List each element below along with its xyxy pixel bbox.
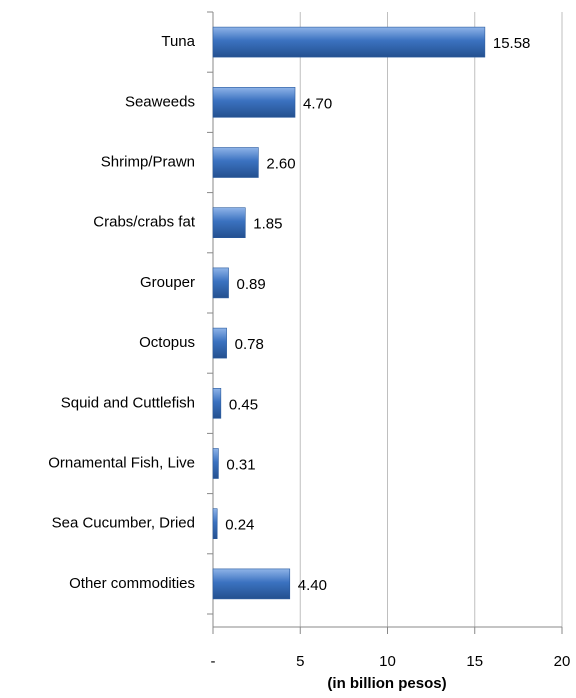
- data-label: 0.89: [237, 276, 266, 293]
- data-label: 0.45: [229, 396, 258, 413]
- data-label: 4.70: [303, 95, 332, 112]
- y-tick-label: Crabs/crabs fat: [93, 214, 196, 231]
- data-label: 2.60: [266, 155, 295, 172]
- y-tick-label: Other commodities: [69, 575, 195, 592]
- bar: [212, 26, 486, 58]
- bar: [212, 508, 218, 540]
- y-tick-label: Seaweeds: [125, 93, 195, 110]
- bar: [212, 327, 227, 359]
- x-tick-label: 10: [379, 653, 396, 670]
- x-tick-label: 5: [296, 653, 304, 670]
- bar: [212, 267, 229, 299]
- data-label: 15.58: [493, 35, 531, 52]
- y-tick-label: Tuna: [161, 33, 195, 50]
- y-tick-label: Ornamental Fish, Live: [48, 454, 195, 471]
- bar: [212, 387, 222, 419]
- data-label: 4.40: [298, 577, 327, 594]
- bar: [212, 568, 291, 600]
- x-axis-label: (in billion pesos): [327, 675, 446, 692]
- bar: [212, 147, 259, 178]
- data-label: 0.31: [226, 456, 255, 473]
- y-tick-label: Squid and Cuttlefish: [61, 394, 195, 411]
- bar: [212, 87, 296, 118]
- bar: [212, 207, 246, 238]
- data-label: 0.24: [225, 517, 254, 534]
- y-tick-label: Sea Cucumber, Dried: [52, 515, 195, 532]
- x-tick-label: 20: [554, 653, 571, 670]
- x-tick-label: -: [211, 653, 216, 670]
- data-label: 0.78: [235, 336, 264, 353]
- data-label: 1.85: [253, 216, 282, 233]
- bar: [212, 448, 219, 479]
- x-tick-label: 15: [466, 653, 483, 670]
- y-tick-label: Grouper: [140, 274, 195, 291]
- y-tick-label: Octopus: [139, 334, 195, 351]
- y-tick-label: Shrimp/Prawn: [101, 153, 195, 170]
